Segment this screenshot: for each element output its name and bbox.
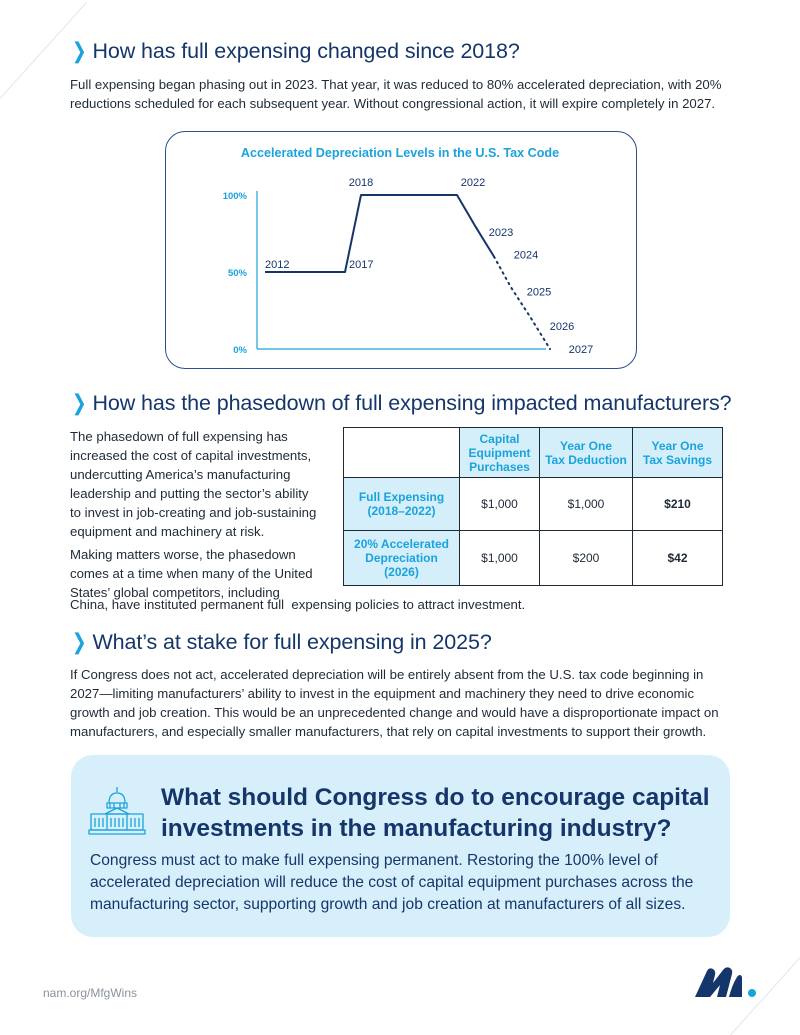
point-label-2022: 2022: [461, 177, 485, 189]
cell-purchases: $1,000: [459, 530, 540, 586]
y-tick-label: 0%: [233, 345, 247, 356]
section-title: How has full expensing changed since 201…: [92, 38, 520, 63]
chevron-right-icon: ❯: [71, 390, 87, 415]
point-label-2026: 2026: [550, 321, 574, 333]
table-header-deduction: Year One Tax Deduction: [539, 427, 633, 478]
point-label-2025: 2025: [527, 286, 551, 298]
y-tick-label: 50%: [228, 268, 248, 279]
intro-paragraph: Full expensing began phasing out in 2023…: [70, 77, 722, 111]
point-label-2027: 2027: [569, 344, 593, 356]
chevron-right-icon: ❯: [71, 38, 87, 63]
expensing-comparison-table: Capital Equipment Purchases Year One Tax…: [343, 427, 723, 586]
cell-purchases: $1,000: [459, 477, 540, 531]
phasedown-paragraph: The phasedown of full expensing has incr…: [70, 429, 317, 539]
section-heading-impact: ❯ How has the phasedown of full expensin…: [70, 390, 732, 416]
section-title: What’s at stake for full expensing in 20…: [92, 629, 492, 654]
capitol-building-icon: [88, 787, 146, 835]
point-label-2012: 2012: [265, 259, 289, 271]
nam-logo-icon: [695, 967, 756, 997]
point-label-2023: 2023: [489, 227, 513, 239]
section-title: How has the phasedown of full expensing …: [92, 390, 732, 415]
point-label-2017: 2017: [349, 259, 373, 271]
callout-body: Congress must act to make full expensing…: [90, 852, 694, 913]
callout-title: What should Congress do to encourage cap…: [161, 784, 710, 842]
chevron-right-icon: ❯: [71, 629, 87, 654]
section-heading-stake: ❯ What’s at stake for full expensing in …: [70, 629, 492, 655]
stake-paragraph: If Congress does not act, accelerated de…: [70, 667, 719, 739]
worse-paragraph: Making matters worse, the phasedown come…: [70, 547, 313, 600]
cell-deduction: $1,000: [539, 477, 633, 531]
cell-savings: $42: [632, 530, 723, 586]
footer-url[interactable]: nam.org/MfgWins: [43, 986, 138, 1000]
point-label-2018: 2018: [349, 177, 373, 189]
table-corner-cell: [343, 427, 460, 478]
callout-box: [71, 755, 730, 937]
table-header-savings: Year One Tax Savings: [632, 427, 723, 478]
chart-card: [165, 131, 637, 369]
y-tick-label: 100%: [223, 191, 248, 202]
chart-title: Accelerated Depreciation Levels in the U…: [240, 146, 560, 160]
section-heading-changes: ❯ How has full expensing changed since 2…: [70, 38, 520, 64]
table-header-purchases: Capital Equipment Purchases: [459, 427, 540, 478]
row-label-full-expensing: Full Expensing (2018–2022): [343, 477, 460, 531]
cell-savings: $210: [632, 477, 723, 531]
cell-deduction: $200: [539, 530, 633, 586]
table-row: 20% Accelerated Depreciation (2026) $1,0…: [343, 530, 723, 586]
series-line-solid: [265, 194, 495, 273]
table-row: Full Expensing (2018–2022) $1,000 $1,000…: [343, 477, 723, 531]
row-label-accelerated: 20% Accelerated Depreciation (2026): [343, 530, 460, 586]
worse-paragraph-last-line: China, have instituted permanent full ex…: [70, 597, 526, 612]
series-line-dotted: [493, 255, 551, 350]
point-label-2024: 2024: [514, 250, 538, 262]
